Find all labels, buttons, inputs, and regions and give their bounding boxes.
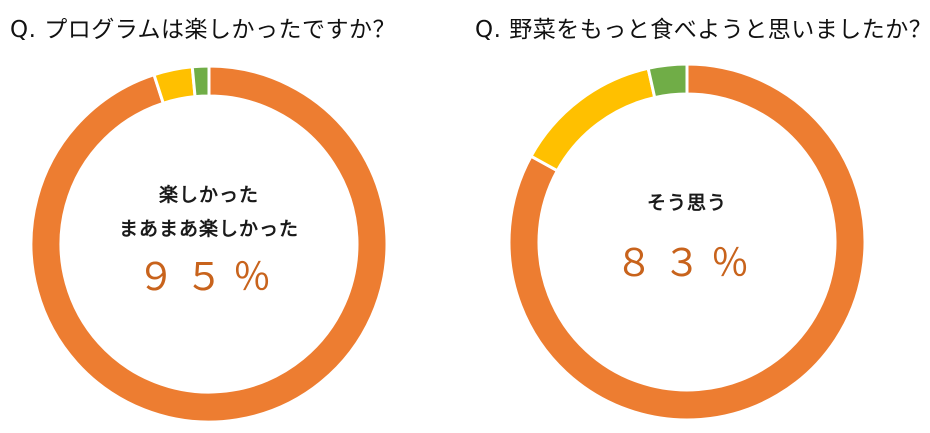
donut-slice-0 xyxy=(507,62,867,422)
chart-title: Q. 野菜をもっと食べようと思いましたか？ xyxy=(475,17,930,43)
donut-slice-2 xyxy=(190,64,211,99)
donut-slice-2 xyxy=(646,62,689,100)
donut-slice-1 xyxy=(152,65,197,105)
donut-slice-1 xyxy=(529,66,657,173)
center-label-line: まあまあ楽しかった xyxy=(118,218,299,240)
donut-chart-vegetables xyxy=(507,62,867,422)
donut-chart-program xyxy=(29,64,389,424)
center-value: ９５％ xyxy=(136,255,281,299)
center-label-line: そう思う xyxy=(646,192,727,214)
center-label-line: 楽しかった xyxy=(158,184,259,206)
center-label: 楽しかった まあまあ楽しかった xyxy=(59,178,359,246)
center-label: そう思う xyxy=(537,186,837,220)
center-value: ８３％ xyxy=(614,241,759,285)
chart-panel-vegetables: Q. 野菜をもっと食べようと思いましたか？ そう思う ８３％ xyxy=(465,0,930,433)
chart-panel-program: Q. プログラムは楽しかったですか？ 楽しかった まあまあ楽しかった ９５％ xyxy=(10,17,397,424)
donut-slice-0 xyxy=(29,64,389,424)
chart-title: Q. プログラムは楽しかったですか？ xyxy=(10,17,397,43)
